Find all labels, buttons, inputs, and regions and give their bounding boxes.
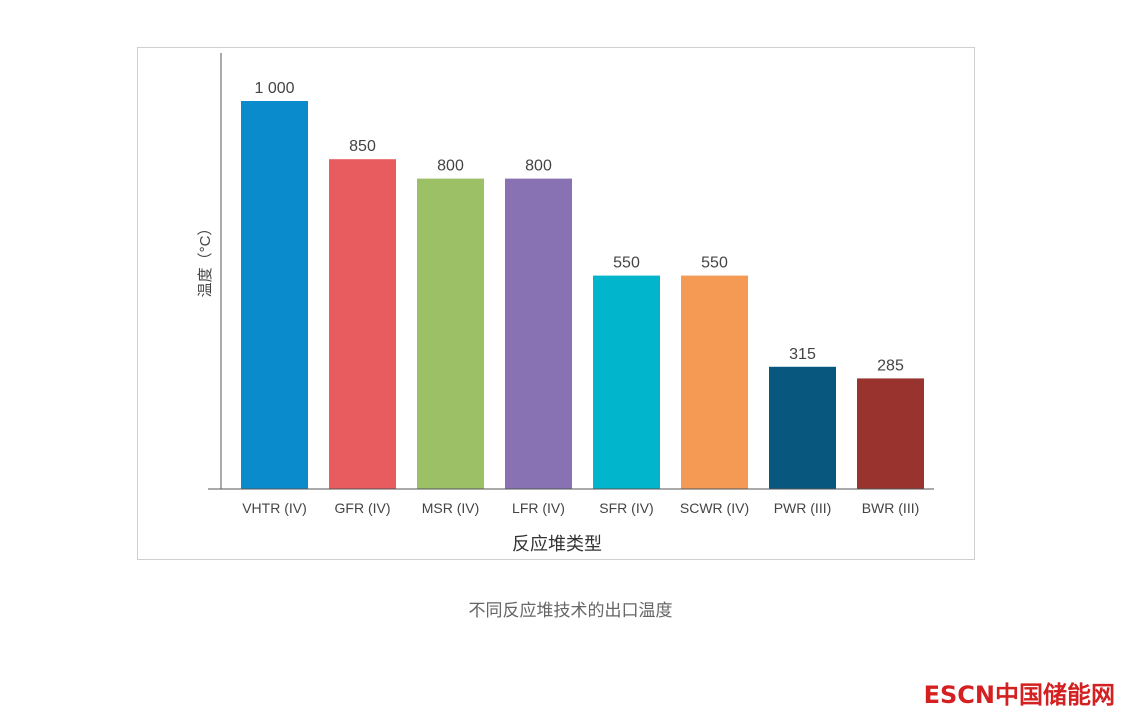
x-tick-label-4: LFR (IV) — [512, 500, 565, 516]
data-label-1: 1 000 — [254, 80, 294, 97]
escn-logo: ESCN中国储能网 — [923, 681, 1115, 709]
x-tick-label-2: GFR (IV) — [335, 500, 391, 516]
data-label-3: 800 — [437, 158, 464, 175]
data-label-2: 850 — [349, 138, 376, 155]
data-label-4: 800 — [525, 158, 552, 175]
bar-3 — [417, 178, 484, 489]
bar-4 — [505, 178, 572, 489]
x-tick-label-5: SFR (IV) — [599, 500, 653, 516]
chart-frame: 1 000 VHTR (IV) 850 GFR (IV) 800 MSR (IV) 800 L… — [137, 47, 975, 560]
bar-1 — [241, 101, 308, 489]
bar-8 — [857, 378, 924, 489]
x-tick-label-7: PWR (III) — [774, 500, 832, 516]
bar-2 — [329, 159, 396, 489]
x-axis-title: 反应堆类型 — [512, 534, 602, 554]
data-label-6: 550 — [701, 255, 728, 272]
bar-chart: 1 000 VHTR (IV) 850 GFR (IV) 800 MSR (IV) 800 L… — [197, 53, 934, 554]
labels-layer: 1 000 VHTR (IV) 850 GFR (IV) 800 MSR (IV) 800 L… — [197, 80, 919, 554]
bars-layer — [241, 101, 924, 489]
axes-layer — [208, 53, 934, 490]
x-tick-label-1: VHTR (IV) — [242, 500, 307, 516]
bar-6 — [681, 275, 748, 489]
data-label-8: 285 — [877, 357, 904, 374]
x-tick-label-3: MSR (IV) — [422, 500, 480, 516]
x-tick-label-6: SCWR (IV) — [680, 500, 749, 516]
x-tick-label-8: BWR (III) — [862, 500, 920, 516]
data-label-5: 550 — [613, 255, 640, 272]
y-axis-title: 温度（°C） — [197, 221, 214, 298]
bar-7 — [769, 366, 836, 489]
bar-5 — [593, 275, 660, 489]
data-label-7: 315 — [789, 346, 816, 363]
chart-caption: 不同反应堆技术的出口温度 — [468, 601, 673, 621]
